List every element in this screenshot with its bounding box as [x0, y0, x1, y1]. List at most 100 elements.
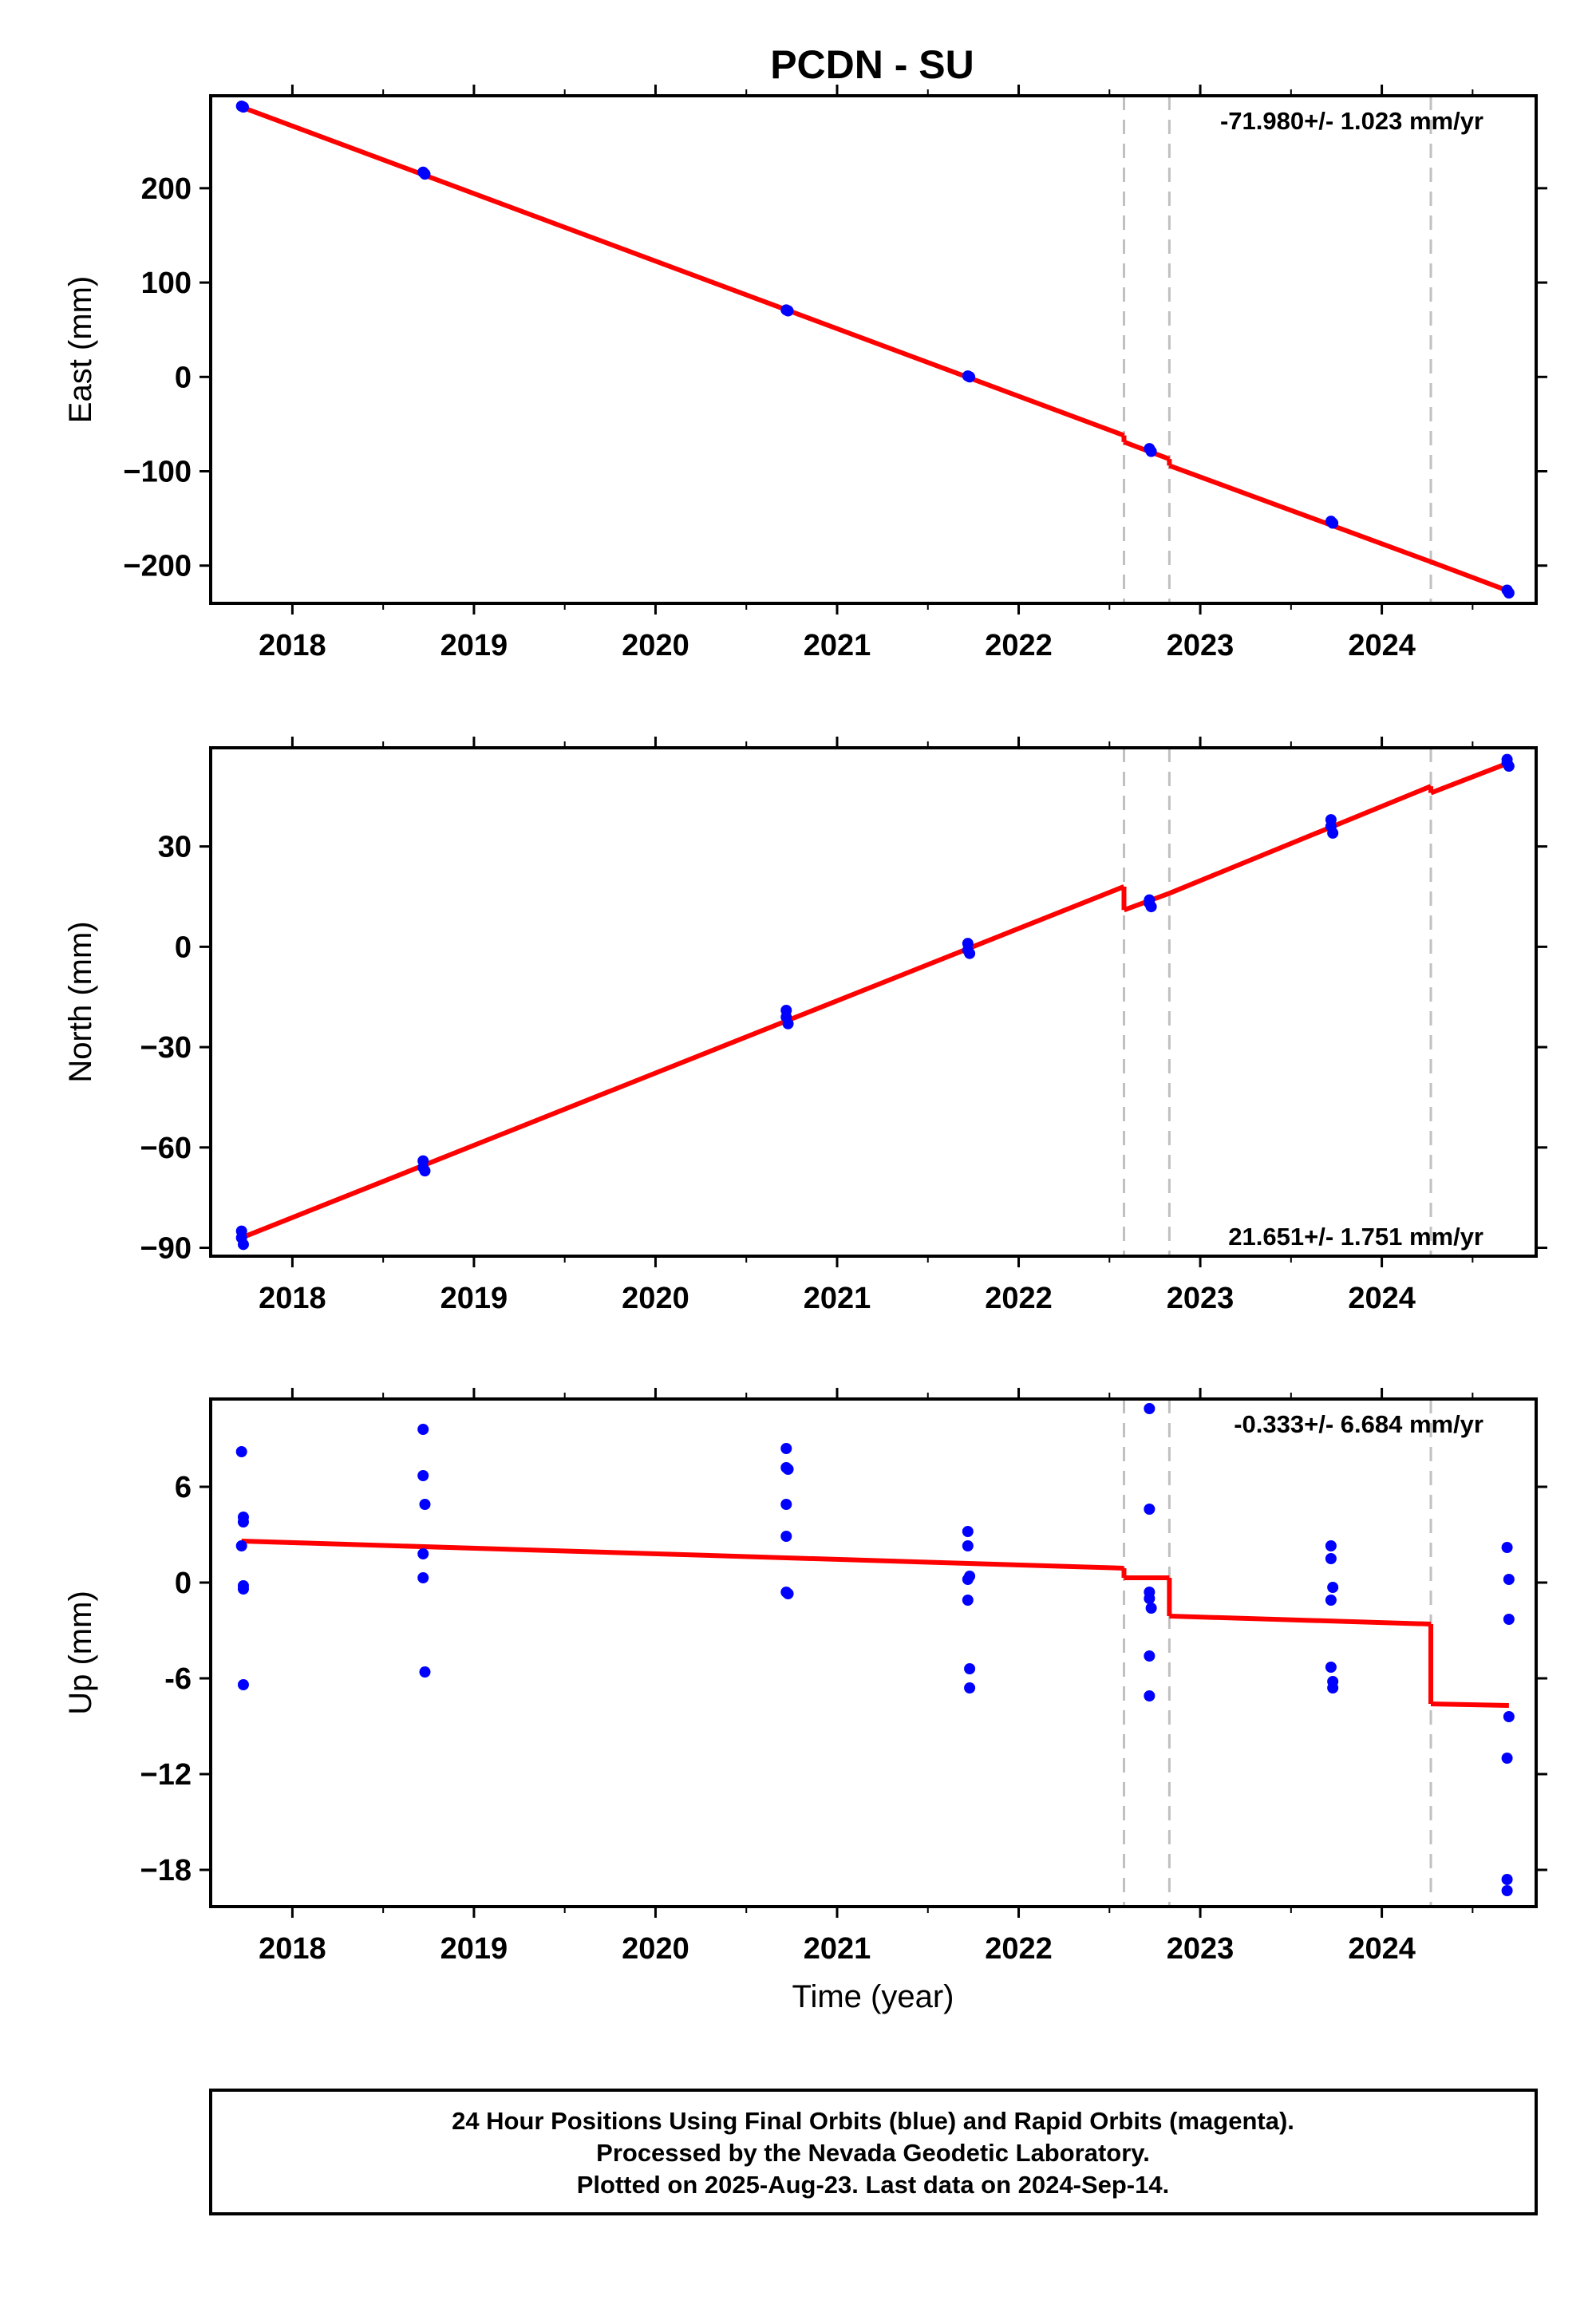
data-point: [1503, 761, 1515, 773]
data-point: [1327, 1682, 1339, 1694]
caption-box: 24 Hour Positions Using Final Orbits (bl…: [209, 2089, 1538, 2215]
model-fit-segment: [1168, 463, 1432, 564]
panel-east: 2018 2019 2020 2021 2022 2023 2024 200 100 0 −100 −…: [63, 85, 1547, 662]
x-tick-label: 2019: [440, 1932, 508, 1966]
y-axis-label: Up (mm): [63, 1591, 98, 1715]
plot-frame: [209, 1397, 1538, 1908]
plot-frame: [209, 746, 1538, 1258]
data-point: [419, 1165, 431, 1177]
data-point: [417, 1424, 429, 1435]
x-tick-label: 2022: [985, 629, 1053, 662]
data-point: [1325, 1662, 1337, 1673]
data-point: [1503, 587, 1515, 599]
data-point: [417, 1548, 429, 1559]
data-point: [962, 1526, 974, 1537]
x-tick-label: 2020: [622, 1932, 689, 1966]
x-tick-label: 2022: [985, 1932, 1053, 1966]
data-point: [1325, 1595, 1337, 1606]
panel-north: 2018 2019 2020 2021 2022 2023 2024 30 0 −30 −60 −90…: [63, 737, 1547, 1315]
data-point: [1501, 1753, 1513, 1764]
model-fit-segment: [1429, 761, 1510, 796]
x-tick-label: 2020: [622, 1282, 689, 1315]
x-tick-label: 2019: [440, 629, 508, 662]
model-fit-segment: [1430, 1701, 1509, 1708]
data-point: [419, 168, 431, 180]
data-point: [1501, 1874, 1513, 1885]
y-tick-label: 0: [175, 361, 192, 394]
data-point: [1501, 1885, 1513, 1896]
data-point: [419, 1666, 431, 1678]
model-fit-segment: [240, 884, 1125, 1240]
data-point: [237, 1583, 249, 1595]
plot-frame: [209, 94, 1538, 605]
x-tick-label: 2021: [804, 1282, 871, 1315]
x-tick-label: 2019: [440, 1282, 508, 1315]
data-point: [782, 1588, 794, 1599]
data-point: [782, 305, 794, 317]
data-point: [1503, 1574, 1515, 1585]
data-point: [780, 1531, 792, 1542]
data-point: [962, 1574, 974, 1585]
data-point: [1327, 1582, 1339, 1593]
x-tick-label: 2024: [1348, 1932, 1416, 1966]
x-tick-label: 2024: [1348, 629, 1416, 662]
x-axis-label: Time (year): [792, 1979, 954, 2014]
velocity-rate-label: -71.980+/- 1.023 mm/yr: [1220, 107, 1483, 135]
data-point: [235, 1446, 247, 1457]
data-point: [417, 1470, 429, 1481]
data-point: [780, 1499, 792, 1510]
model-fit-segment: [240, 105, 1125, 438]
caption-line-processed-by: Processed by the Nevada Geodetic Laborat…: [596, 2139, 1150, 2167]
x-tick-label: 2018: [259, 1282, 326, 1315]
y-tick-label: −60: [140, 1132, 192, 1165]
data-point: [964, 1663, 976, 1674]
data-point: [1145, 1603, 1157, 1614]
data-point: [1327, 517, 1339, 529]
x-tick-label: 2018: [259, 1932, 326, 1966]
y-axis-label: East (mm): [63, 276, 98, 423]
x-tick-label: 2021: [804, 1932, 871, 1966]
data-point: [235, 1540, 247, 1551]
y-tick-label: −200: [123, 550, 192, 583]
data-point: [1145, 901, 1157, 913]
data-point: [1503, 1614, 1515, 1625]
data-point: [782, 1464, 794, 1475]
data-point: [237, 1516, 249, 1528]
panel-up: 2018 2019 2020 2021 2022 2023 2024 6 0 -6 −12 −18 Up…: [63, 1388, 1547, 1966]
plot-title: PCDN - SU: [770, 42, 974, 87]
x-tick-label: 2021: [804, 629, 871, 662]
x-tick-label: 2023: [1167, 1282, 1235, 1315]
x-tick-label: 2018: [259, 629, 326, 662]
caption-line-plotted-on: Plotted on 2025-Aug-23. Last data on 202…: [577, 2171, 1169, 2199]
data-point: [1145, 445, 1157, 457]
x-tick-label: 2024: [1348, 1282, 1416, 1315]
data-point: [417, 1572, 429, 1583]
y-tick-label: 200: [141, 172, 192, 206]
model-fit-segment: [1168, 784, 1432, 896]
model-fit-segment: [1169, 1614, 1432, 1626]
data-point: [237, 1679, 249, 1690]
data-point: [964, 371, 976, 383]
data-point: [962, 1595, 974, 1606]
x-tick-label: 2023: [1167, 1932, 1235, 1966]
data-point: [964, 1682, 976, 1694]
x-tick-label: 2020: [622, 629, 689, 662]
y-tick-label: 0: [175, 1567, 192, 1600]
data-point: [1144, 1690, 1156, 1701]
data-point: [782, 1018, 794, 1030]
x-tick-label: 2022: [985, 1282, 1053, 1315]
data-point: [1325, 1553, 1337, 1564]
data-point: [237, 1239, 249, 1251]
data-point: [1501, 1542, 1513, 1553]
caption-line-final-orbits: 24 Hour Positions Using Final Orbits (bl…: [452, 2107, 1294, 2135]
data-point: [962, 1540, 974, 1551]
y-tick-label: 100: [141, 267, 192, 300]
data-point: [1325, 1540, 1337, 1551]
data-point: [419, 1499, 431, 1510]
y-tick-label: −12: [140, 1758, 192, 1792]
x-tick-label: 2023: [1167, 629, 1235, 662]
model-fit-segment: [1429, 559, 1510, 594]
data-point: [964, 947, 976, 959]
y-tick-label: −90: [140, 1232, 192, 1266]
